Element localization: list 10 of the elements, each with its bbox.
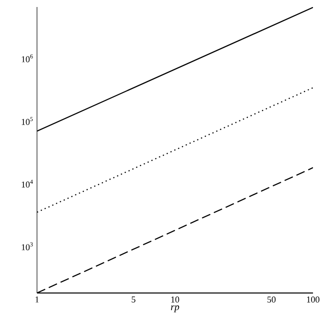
- x-axis-title: rp: [170, 305, 180, 312]
- x-tick-label: 10: [171, 296, 180, 303]
- y-tick-label: 10$^{4}$: [22, 180, 33, 188]
- x-tick-label: 1: [36, 296, 39, 302]
- y-tick-label: 10$^{3}$: [22, 242, 33, 250]
- y-tick-label: 10$^{6}$: [22, 54, 33, 62]
- y-tick-label: 10$^{5}$: [22, 117, 33, 125]
- x-tick-label: 5: [132, 296, 136, 302]
- x-tick-label: 50: [267, 296, 276, 303]
- x-tick-label: 100: [307, 296, 320, 303]
